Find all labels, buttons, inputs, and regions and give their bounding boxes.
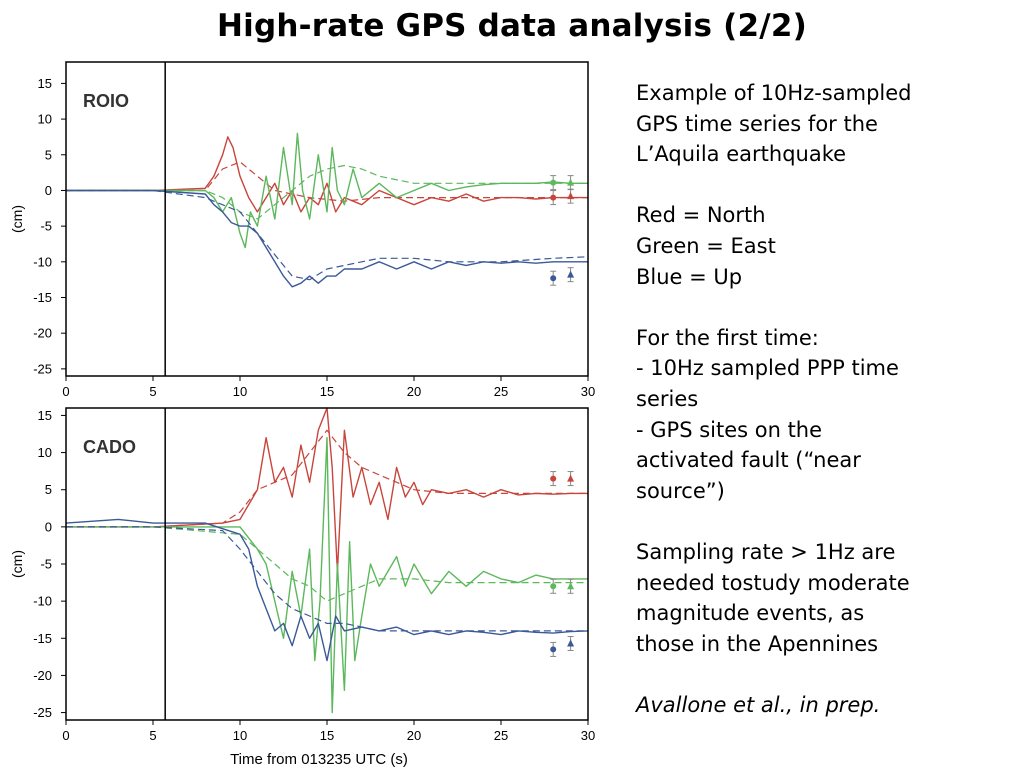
intro-block: Example of 10Hz-sampled GPS time series … <box>636 78 1016 170</box>
legend-east: Green = East <box>636 233 776 258</box>
x-tick-label: 15 <box>320 728 334 743</box>
x-tick-label: 5 <box>149 728 156 743</box>
first-time-line: series <box>636 386 699 411</box>
y-tick-label: -25 <box>33 361 52 376</box>
y-tick-label: -5 <box>40 219 52 234</box>
first-time-line: activated fault (“near <box>636 448 861 473</box>
first-time-line: - GPS sites on the <box>636 417 823 442</box>
up-dashed-series <box>66 189 589 281</box>
up-circle-marker <box>550 646 557 653</box>
first-time-line: - 10Hz sampled PPP time <box>636 356 899 381</box>
up-circle-marker <box>550 275 557 282</box>
y-tick-label: 10 <box>38 445 52 460</box>
sampling-line: those in the Apennines <box>636 631 879 656</box>
east-triangle-marker <box>567 178 575 186</box>
up-solid-series <box>66 189 588 288</box>
y-tick-label: -15 <box>33 631 52 646</box>
plot-frame <box>65 61 589 377</box>
x-tick-label: 25 <box>494 728 508 743</box>
east-dashed-series <box>66 164 588 220</box>
y-tick-label: 15 <box>38 408 52 423</box>
x-tick-label: 30 <box>581 384 595 399</box>
y-axis-label: (cm) <box>9 205 25 233</box>
x-tick-label: 15 <box>320 384 334 399</box>
citation-block: Avallone et al., in prep. <box>636 690 1016 721</box>
up-solid-series <box>65 518 589 662</box>
sampling-line: needed tostudy moderate <box>636 570 910 595</box>
y-tick-label: -20 <box>33 668 52 683</box>
legend-block: Red = North Green = East Blue = Up <box>636 200 1016 292</box>
y-tick-label: -10 <box>33 594 52 609</box>
north-dashed-series <box>66 161 588 202</box>
y-tick-label: -15 <box>33 290 52 305</box>
x-tick-label: 25 <box>494 384 508 399</box>
y-tick-label: 15 <box>38 76 52 91</box>
first-time-line: For the first time: <box>636 325 819 350</box>
north-solid-series <box>66 136 588 213</box>
up-triangle-marker <box>567 639 575 647</box>
x-axis-label: Time from 013235 UTC (s) <box>230 751 408 768</box>
north-circle-marker <box>550 194 557 201</box>
legend-up: Blue = Up <box>636 264 743 289</box>
y-tick-label: 5 <box>45 482 52 497</box>
side-text: Example of 10Hz-sampled GPS time series … <box>636 78 1016 751</box>
east-solid-series <box>66 132 588 249</box>
y-tick-label: 0 <box>45 519 52 534</box>
sampling-block: Sampling rate > 1Hz are needed tostudy m… <box>636 537 1016 659</box>
intro-line: L’Aquila earthquake <box>636 142 847 167</box>
east-dashed-series <box>66 526 588 602</box>
east-circle-marker <box>550 583 557 590</box>
x-tick-label: 5 <box>149 384 156 399</box>
slide-title: High-rate GPS data analysis (2/2) <box>217 8 807 44</box>
north-triangle-marker <box>567 192 575 200</box>
chart-panel-cado: -25 -20 -15 -10 -5 0 5 10 15 0 5 10 15 20 25 30 CADO (cm)… <box>9 407 595 768</box>
x-tick-label: 30 <box>581 728 595 743</box>
east-solid-series <box>66 437 588 714</box>
y-tick-label: 0 <box>45 183 52 198</box>
y-tick-label: -25 <box>33 705 52 720</box>
intro-line: Example of 10Hz-sampled <box>636 81 912 105</box>
north-solid-series <box>66 407 588 573</box>
up-triangle-marker <box>567 270 575 278</box>
y-tick-label: 5 <box>45 147 52 162</box>
citation: Avallone et al., in prep. <box>636 692 881 717</box>
north-circle-marker <box>550 475 557 482</box>
station-label: ROIO <box>83 91 129 111</box>
north-triangle-marker <box>567 474 575 482</box>
x-tick-label: 20 <box>407 384 421 399</box>
east-circle-marker <box>550 179 557 186</box>
up-dashed-series <box>66 526 588 632</box>
east-triangle-marker <box>567 582 575 590</box>
legend-north: Red = North <box>636 203 766 228</box>
first-time-block: For the first time: - 10Hz sampled PPP t… <box>636 323 1016 507</box>
first-time-line: source”) <box>636 478 725 503</box>
y-tick-label: -20 <box>33 326 52 341</box>
y-tick-label: -5 <box>40 557 52 572</box>
north-dashed-series <box>66 429 588 528</box>
chart-panel-roio: -25 -20 -15 -10 -5 0 5 10 15 0 5 10 15 20 25 30 ROIO (cm) <box>9 61 595 399</box>
x-tick-label: 20 <box>407 728 421 743</box>
sampling-line: magnitude events, as <box>636 601 865 626</box>
x-tick-label: 0 <box>62 728 69 743</box>
y-axis-label: (cm) <box>9 550 25 578</box>
intro-line: GPS time series for the <box>636 111 878 136</box>
y-tick-label: -10 <box>33 254 52 269</box>
station-label: CADO <box>83 437 136 457</box>
sampling-line: Sampling rate > 1Hz are <box>636 539 896 564</box>
gps-charts: -25 -20 -15 -10 -5 0 5 10 15 0 5 10 15 20 25 30 ROIO (cm)… <box>9 61 595 768</box>
y-tick-label: 10 <box>38 112 52 127</box>
x-tick-label: 0 <box>62 384 69 399</box>
x-tick-label: 10 <box>233 384 247 399</box>
x-tick-label: 10 <box>233 728 247 743</box>
